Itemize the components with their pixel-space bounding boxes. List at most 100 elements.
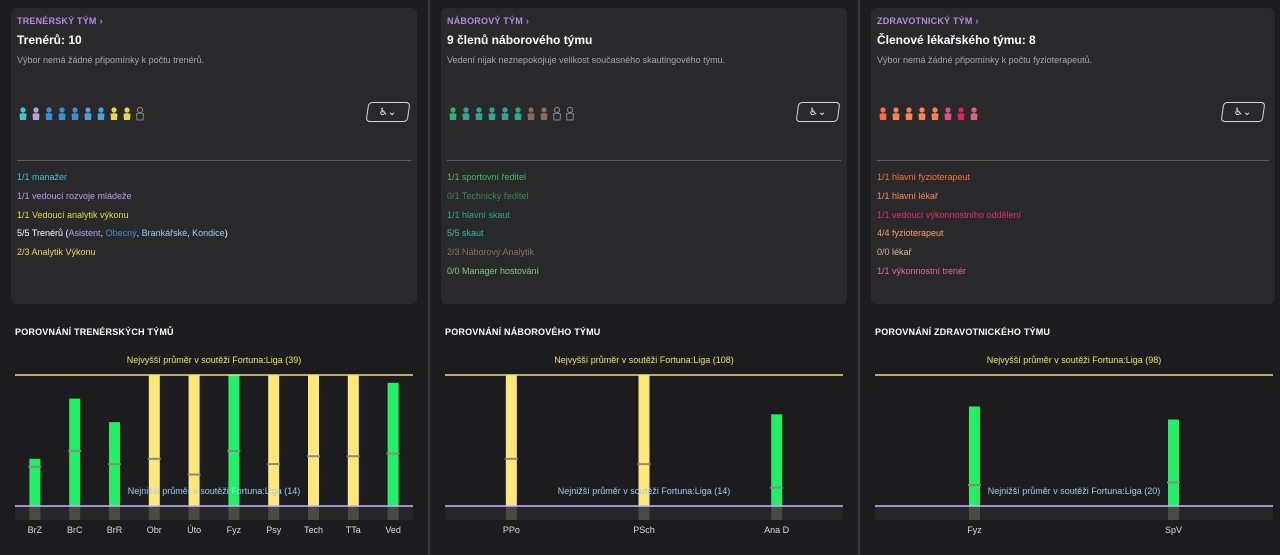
chevron-right-icon: ›: [99, 16, 103, 26]
recruitment-comparison-chart: PPo PSch Ana D Nejvyšší průměr v soutěži Fo…: [445, 355, 843, 535]
person-icon: [931, 107, 939, 120]
column-divider: [428, 0, 430, 555]
panel-medical: ZDRAVOTNICKÝ TÝM › Členové lékařského tým…: [860, 0, 1280, 555]
person-icon: [527, 107, 535, 120]
person-icon: [944, 107, 952, 120]
bar[interactable]: [69, 398, 81, 506]
person-icon: [905, 107, 913, 120]
x-tick-label: SpV: [1165, 525, 1182, 535]
role-item: 1/1 hlavní skaut: [447, 206, 539, 225]
average-marker: [68, 449, 82, 452]
average-marker: [267, 463, 281, 466]
role-item: 1/1 manažer: [17, 168, 228, 187]
average-marker: [108, 463, 121, 466]
medical-team-link[interactable]: ZDRAVOTNICKÝ TÝM ›: [877, 16, 979, 26]
x-tick-label: BrC: [67, 525, 83, 535]
medical-people-row: [877, 107, 980, 121]
bar[interactable]: [268, 375, 280, 506]
bar[interactable]: [188, 375, 200, 506]
medical-card: ZDRAVOTNICKÝ TÝM › Členové lékařského tým…: [871, 8, 1275, 304]
average-marker: [504, 457, 518, 460]
recruitment-card: NÁBOROVÝ TÝM › 9 členů náborového týmu Ve…: [441, 8, 847, 304]
medical-comparison-title: POROVNÁNÍ ZDRAVOTNICKÉHO TÝMU: [875, 327, 1051, 337]
average-marker: [770, 486, 784, 489]
role-text: 1/1 vedoucí výkonnostního oddělení: [877, 209, 1022, 220]
person-icon: [540, 107, 548, 120]
bar-base: [505, 506, 517, 520]
coaching-comparison-title: POROVNÁNÍ TRENÉRSKÝCH TÝMŮ: [15, 327, 174, 337]
staff-dropdown-icon: ♿︎⌄: [1234, 106, 1252, 118]
role-text: 0/0 lékař: [877, 247, 912, 258]
min-average-label: Nejnižší průměr v soutěži Fortuna:Liga (…: [128, 486, 301, 496]
role-text: 0/0 Manager hostování: [447, 265, 540, 276]
bar-base: [148, 506, 160, 520]
person-icon: [71, 107, 79, 120]
bar-base: [1168, 506, 1179, 520]
role-item: 1/1 vedoucí výkonnostního oddělení: [877, 206, 1021, 225]
role-text: 4/4 fyzioterapeut: [877, 228, 944, 239]
x-tick-label: Tech: [304, 525, 323, 535]
average-marker: [147, 457, 161, 460]
max-average-label: Nejvyšší průměr v soutěži Fortuna:Liga (…: [127, 355, 302, 365]
person-icon: [488, 107, 496, 120]
bar[interactable]: [347, 375, 359, 506]
bar[interactable]: [228, 375, 240, 506]
person-icon: [918, 107, 926, 120]
bar[interactable]: [308, 375, 319, 506]
person-icon: [892, 107, 900, 120]
x-tick-label: TTa: [346, 525, 361, 535]
coaching-team-link[interactable]: TRENÉRSKÝ TÝM ›: [17, 16, 103, 26]
recruitment-staff-filter-button[interactable]: ♿︎⌄: [795, 102, 841, 122]
person-icon: [19, 107, 27, 120]
bar[interactable]: [1168, 419, 1179, 506]
bar[interactable]: [148, 375, 160, 506]
staff-dropdown-icon: ♿︎⌄: [379, 106, 397, 118]
max-average-label: Nejvyšší průměr v soutěži Fortuna:Liga (…: [987, 355, 1162, 365]
role-item: 1/1 výkonnostní trenér: [877, 262, 1021, 281]
bar[interactable]: [638, 375, 650, 506]
role-text: 1/1 hlavní skaut: [447, 209, 511, 220]
medical-headline: Členové lékařského týmu: 8: [877, 33, 1036, 47]
x-tick-label: Fyz: [227, 525, 242, 535]
x-tick-label: Psy: [266, 525, 282, 535]
bar[interactable]: [771, 414, 783, 506]
person-icon: [514, 107, 522, 120]
person-icon: [58, 107, 66, 120]
role-subpart: Brankářské: [141, 228, 188, 239]
role-text: 1/1 sportovní ředitel: [447, 172, 527, 182]
person-icon: [879, 107, 887, 120]
bar[interactable]: [969, 406, 980, 506]
person-icon: [32, 107, 40, 120]
recruitment-team-link[interactable]: NÁBOROVÝ TÝM ›: [447, 16, 529, 26]
bar-base: [69, 506, 81, 520]
person-icon: [565, 107, 575, 121]
coaching-staff-filter-button[interactable]: ♿︎⌄: [365, 102, 411, 122]
bar-base: [387, 506, 399, 520]
x-tick-label: Ana D: [764, 525, 790, 535]
min-average-label: Nejnižší průměr v soutěži Fortuna:Liga (…: [988, 486, 1161, 496]
x-tick-label: BrR: [107, 525, 123, 535]
bar[interactable]: [29, 458, 41, 506]
recruitment-note: Vedení nijak neznepokojuje velikost souč…: [447, 55, 726, 65]
person-icon: [475, 107, 483, 120]
average-marker: [968, 484, 981, 487]
medical-staff-filter-button[interactable]: ♿︎⌄: [1220, 102, 1266, 122]
recruitment-roles-list: 1/1 sportovní ředitel 0/1 Technický ředit…: [447, 168, 539, 281]
person-icon: [123, 107, 131, 120]
medical-roles-list: 1/1 hlavní fyzioterapeut 1/1 hlavní lékař…: [877, 168, 1021, 281]
bar[interactable]: [387, 382, 399, 506]
divider: [17, 160, 411, 161]
person-icon: [957, 107, 965, 120]
average-marker: [637, 463, 651, 466]
role-item: 1/1 sportovní ředitel: [447, 168, 539, 187]
chevron-right-icon: ›: [975, 16, 979, 26]
role-text: 1/1 výkonnostní trenér: [877, 265, 967, 276]
bar-base: [347, 506, 359, 520]
coaching-roles-list: 1/1 manažer 1/1 vedoucí rozvoje mládeže 1/…: [17, 168, 228, 262]
role-subpart: ): [224, 228, 228, 239]
x-tick-label: Úto: [187, 525, 201, 535]
person-icon: [552, 107, 562, 121]
role-item: 0/1 Technický ředitel: [447, 187, 539, 206]
divider: [877, 160, 1269, 161]
bar[interactable]: [505, 375, 517, 506]
